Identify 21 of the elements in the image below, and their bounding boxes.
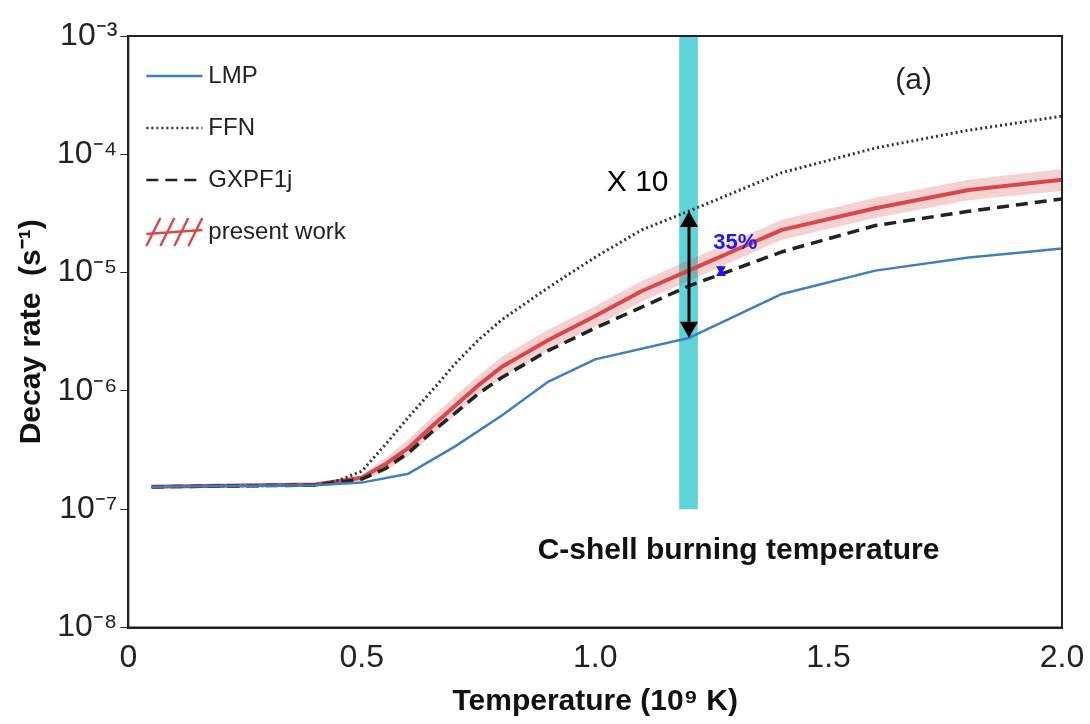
x-tick-label: 2.0	[1039, 637, 1085, 674]
x-tick-label: 1.0	[572, 637, 618, 674]
y-tick-label: 10⁻⁴	[57, 134, 118, 171]
y-tick-label: 10⁻³	[60, 15, 118, 52]
y-axis-title: Decay rate (s⁻¹)	[13, 219, 47, 445]
legend-label: FFN	[208, 112, 255, 140]
x-tick-label: 0.5	[339, 637, 384, 674]
y-tick-label: 10⁻⁵	[57, 252, 118, 289]
legend-label: GXPF1j	[208, 164, 293, 192]
legend-label: present work	[208, 216, 347, 244]
y-tick-label: 10⁻⁸	[57, 607, 118, 644]
x-tick-label: 1.5	[806, 637, 851, 674]
annotation: 35%	[713, 228, 758, 254]
annotation: X 10	[606, 163, 669, 197]
x-tick-label: 0	[119, 637, 138, 674]
x-axis-title: Temperature (10⁹ K)	[452, 683, 738, 717]
y-tick-label: 10⁻⁷	[59, 489, 118, 526]
band-label: C-shell burning temperature	[537, 531, 940, 565]
legend-label: LMP	[208, 60, 258, 88]
annotation: (a)	[895, 62, 932, 96]
y-tick-label: 10⁻⁶	[57, 370, 118, 407]
